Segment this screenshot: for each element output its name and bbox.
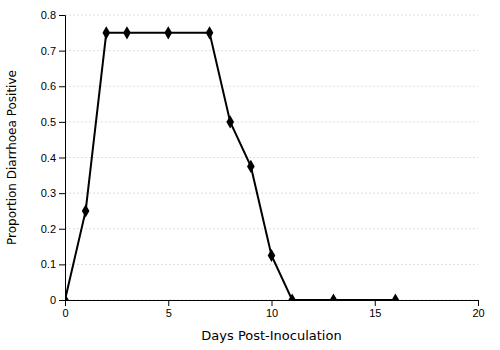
tick-label: 0.3 — [41, 187, 56, 199]
tick-mark — [272, 300, 273, 306]
tick: 15 — [369, 300, 381, 319]
point — [330, 293, 338, 300]
tick-label: 0.6 — [41, 80, 56, 92]
tick: 0.1 — [41, 258, 65, 270]
tick-mark — [59, 158, 65, 159]
tick-label: 0.2 — [41, 223, 56, 235]
tick: 0.6 — [41, 80, 65, 92]
tick-mark — [59, 300, 65, 301]
point — [164, 26, 172, 39]
point — [123, 26, 131, 39]
point — [288, 293, 296, 300]
plot: 0 5 10 15 20 0 0.1 0.2 0.3 0.4 0.5 0.6 0.7 0.8 — [41, 9, 485, 319]
x-axis-title: Days Post-Inoculation — [201, 328, 341, 343]
tick: 0.2 — [41, 223, 65, 235]
grid-line — [65, 15, 478, 16]
tick: 20 — [472, 300, 484, 319]
point — [103, 26, 111, 39]
grid-line — [65, 264, 478, 265]
tick-label: 0 — [50, 294, 56, 306]
tick: 0 — [62, 300, 68, 319]
point — [65, 293, 69, 300]
point — [226, 115, 234, 128]
grid-line — [65, 157, 478, 158]
tick-label: 0.8 — [41, 9, 56, 21]
tick-label: 0.1 — [41, 258, 56, 270]
tick: 0.3 — [41, 187, 65, 199]
grid-line — [65, 193, 478, 194]
axis-line — [59, 16, 66, 301]
tick-mark — [59, 264, 65, 265]
tick-mark — [59, 229, 65, 230]
tick-mark — [168, 300, 169, 306]
axis-line — [66, 301, 479, 307]
y-axis: 0 0.1 0.2 0.3 0.4 0.5 0.6 0.7 0.8 — [41, 9, 66, 306]
tick-label: 5 — [166, 307, 172, 319]
grid-line — [65, 86, 478, 87]
point — [268, 249, 276, 262]
grid-line — [65, 121, 478, 122]
point — [82, 204, 90, 217]
tick: 5 — [166, 300, 172, 319]
line — [65, 33, 395, 300]
tick-mark — [478, 300, 479, 306]
x-axis: 0 5 10 15 20 — [62, 300, 484, 319]
tick: 10 — [266, 300, 278, 319]
tick: 0.5 — [41, 116, 65, 128]
marks — [65, 26, 399, 300]
tick: 0.8 — [41, 9, 65, 21]
tick-mark — [59, 122, 65, 123]
tick: 0 — [50, 294, 65, 306]
tick-label: 0.5 — [41, 116, 56, 128]
tick: 0.7 — [41, 45, 65, 57]
point — [247, 160, 255, 173]
tick-label: 0.7 — [41, 45, 56, 57]
tick-label: 0 — [62, 307, 68, 319]
grid-line — [65, 228, 478, 229]
grid-line — [65, 50, 478, 51]
tick-label: 15 — [369, 307, 381, 319]
tick-label: 10 — [266, 307, 278, 319]
y-axis-title: Proportion Diarrhoea Positive — [5, 70, 19, 245]
grid — [65, 15, 478, 300]
chart: 0 5 10 15 20 0 0.1 0.2 0.3 0.4 0.5 0.6 0.7 0.8 Days Po… — [0, 0, 500, 350]
tick-mark — [59, 15, 65, 16]
tick-label: 0.4 — [41, 152, 56, 164]
tick-mark — [59, 86, 65, 87]
tick-mark — [59, 193, 65, 194]
tick-label: 20 — [472, 307, 484, 319]
tick-mark — [59, 51, 65, 52]
tick-mark — [375, 300, 376, 306]
tick: 0.4 — [41, 152, 65, 164]
point — [206, 26, 214, 39]
point — [392, 293, 400, 300]
